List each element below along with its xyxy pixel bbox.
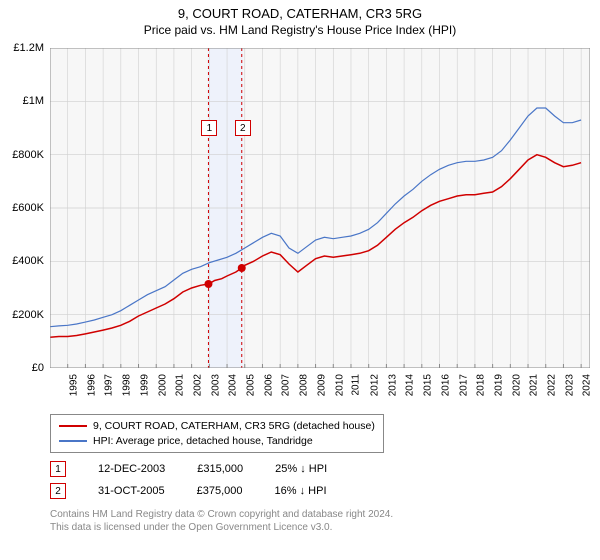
- x-tick-label: 1997: [104, 374, 115, 396]
- y-tick-label: £1.2M: [13, 42, 44, 54]
- annotation-marker: 2: [235, 120, 251, 136]
- chart-subtitle: Price paid vs. HM Land Registry's House …: [0, 21, 600, 41]
- x-tick-label: 2020: [511, 374, 522, 396]
- x-tick-label: 2024: [582, 374, 593, 396]
- x-tick-label: 2017: [458, 374, 469, 396]
- x-tick-label: 2009: [316, 374, 327, 396]
- legend-swatch: [59, 425, 87, 427]
- footer-line: Contains HM Land Registry data © Crown c…: [50, 508, 393, 521]
- chart-svg: [50, 48, 590, 368]
- transaction-delta: 25% ↓ HPI: [275, 463, 327, 475]
- chart-container: 9, COURT ROAD, CATERHAM, CR3 5RG Price p…: [0, 0, 600, 560]
- x-tick-label: 2005: [245, 374, 256, 396]
- chart-title: 9, COURT ROAD, CATERHAM, CR3 5RG: [0, 0, 600, 21]
- footer-attribution: Contains HM Land Registry data © Crown c…: [50, 508, 393, 534]
- footer-line: This data is licensed under the Open Gov…: [50, 521, 393, 534]
- x-tick-label: 2003: [210, 374, 221, 396]
- legend-item-property: 9, COURT ROAD, CATERHAM, CR3 5RG (detach…: [59, 419, 375, 434]
- x-tick-label: 2019: [493, 374, 504, 396]
- x-tick-label: 1998: [121, 374, 132, 396]
- transaction-row: 1 12-DEC-2003 £315,000 25% ↓ HPI: [50, 458, 327, 480]
- x-tick-label: 2021: [529, 374, 540, 396]
- transaction-price: £375,000: [197, 485, 243, 497]
- legend-item-hpi: HPI: Average price, detached house, Tand…: [59, 434, 375, 449]
- x-tick-label: 2001: [174, 374, 185, 396]
- y-tick-label: £400K: [12, 255, 44, 267]
- y-tick-label: £1M: [23, 95, 44, 107]
- x-tick-label: 2015: [422, 374, 433, 396]
- y-axis-labels: £0£200K£400K£600K£800K£1M£1.2M: [0, 48, 48, 368]
- transaction-price: £315,000: [197, 463, 243, 475]
- transaction-marker-icon: 1: [50, 461, 66, 477]
- transaction-marker-icon: 2: [50, 483, 66, 499]
- transaction-date: 12-DEC-2003: [98, 463, 165, 475]
- x-tick-label: 2018: [475, 374, 486, 396]
- legend-swatch: [59, 440, 87, 442]
- y-tick-label: £800K: [12, 149, 44, 161]
- x-tick-label: 1999: [139, 374, 150, 396]
- transaction-date: 31-OCT-2005: [98, 485, 165, 497]
- y-tick-label: £600K: [12, 202, 44, 214]
- y-tick-label: £200K: [12, 309, 44, 321]
- legend-label: 9, COURT ROAD, CATERHAM, CR3 5RG (detach…: [93, 419, 375, 434]
- x-tick-label: 2012: [369, 374, 380, 396]
- transactions-table: 1 12-DEC-2003 £315,000 25% ↓ HPI 2 31-OC…: [50, 458, 327, 502]
- x-axis-labels: 1995 1996 1997 1998 1999 2000 2001 2002 2003 2004…: [50, 370, 590, 410]
- x-tick-label: 1996: [86, 374, 97, 396]
- transaction-row: 2 31-OCT-2005 £375,000 16% ↓ HPI: [50, 480, 327, 502]
- x-tick-label: 2007: [281, 374, 292, 396]
- x-tick-label: 2016: [440, 374, 451, 396]
- legend: 9, COURT ROAD, CATERHAM, CR3 5RG (detach…: [50, 414, 384, 453]
- x-tick-label: 2002: [192, 374, 203, 396]
- legend-label: HPI: Average price, detached house, Tand…: [93, 434, 313, 449]
- x-tick-label: 2006: [263, 374, 274, 396]
- plot-area: 12: [50, 48, 590, 368]
- x-tick-label: 2004: [228, 374, 239, 396]
- x-tick-label: 2008: [298, 374, 309, 396]
- x-tick-label: 2011: [351, 374, 362, 396]
- annotation-marker: 1: [201, 120, 217, 136]
- x-tick-label: 2023: [564, 374, 575, 396]
- x-tick-label: 2013: [387, 374, 398, 396]
- x-tick-label: 1995: [68, 374, 79, 396]
- y-tick-label: £0: [32, 362, 44, 374]
- x-tick-label: 2014: [405, 374, 416, 396]
- x-tick-label: 2000: [157, 374, 168, 396]
- x-tick-label: 2010: [334, 374, 345, 396]
- x-tick-label: 2022: [546, 374, 557, 396]
- transaction-delta: 16% ↓ HPI: [275, 485, 327, 497]
